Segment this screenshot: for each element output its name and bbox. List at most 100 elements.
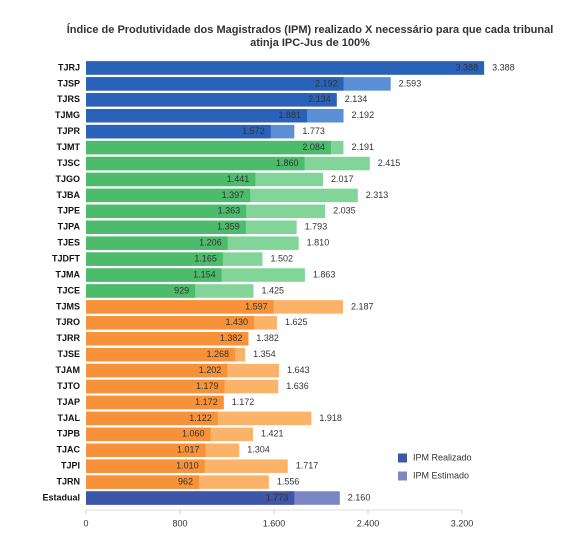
value-label: 1.179 <box>196 381 219 391</box>
y-tick-label: TJMT <box>57 142 81 152</box>
y-tick-label: TJAC <box>56 445 80 455</box>
value-label: 1.810 <box>307 238 330 248</box>
bar-realizado <box>86 427 211 442</box>
y-tick-label: TJRJ <box>58 62 80 72</box>
y-tick-label: TJRN <box>56 476 80 486</box>
value-label: 1.636 <box>286 381 309 391</box>
y-tick-label: TJCE <box>57 285 80 295</box>
value-label: 1.793 <box>305 222 328 232</box>
y-tick-label: Estadual <box>42 492 80 502</box>
y-tick-label: TJPI <box>61 461 80 471</box>
y-tick-label: TJAM <box>56 365 81 375</box>
y-tick-label: TJRR <box>56 333 80 343</box>
bar-realizado <box>86 188 251 203</box>
legend-swatch <box>398 453 407 463</box>
y-tick-label: TJES <box>57 238 80 248</box>
value-label: 2.160 <box>348 492 371 502</box>
value-label: 1.122 <box>189 413 212 423</box>
value-label: 2.134 <box>345 94 368 104</box>
y-tick-label: TJGO <box>55 174 80 184</box>
bar-realizado <box>86 284 196 298</box>
y-tick-label: TJMA <box>56 269 81 279</box>
bar-realizado <box>86 236 228 250</box>
bar-realizado <box>86 475 200 489</box>
value-label: 1.268 <box>206 349 229 359</box>
value-label: 1.597 <box>245 301 268 311</box>
legend-label: IPM Realizado <box>413 452 472 462</box>
bar-realizado <box>86 395 224 410</box>
value-label: 1.202 <box>199 365 222 375</box>
value-label: 1.430 <box>225 317 248 327</box>
x-tick-label: 800 <box>172 518 187 528</box>
value-label: 1.881 <box>278 110 301 120</box>
chart-title: Índice de Produtividade dos Magistrados … <box>66 24 554 49</box>
value-label: 2.191 <box>351 142 374 152</box>
value-label: 3.388 <box>492 62 515 72</box>
value-label: 929 <box>174 285 189 295</box>
y-tick-label: TJPE <box>57 206 80 216</box>
legend-swatch <box>398 471 407 481</box>
value-label: 2.415 <box>378 158 401 168</box>
bar-realizado <box>86 347 235 362</box>
bar-realizado <box>86 61 485 75</box>
bar-realizado <box>86 220 246 234</box>
bar-realizado <box>86 443 206 457</box>
bar-realizado <box>86 93 337 107</box>
bar-realizado <box>86 411 218 426</box>
y-tick-label: TJSE <box>57 349 80 359</box>
value-label: 1.625 <box>285 317 308 327</box>
bar-realizado <box>86 379 225 394</box>
value-label: 1.206 <box>199 238 222 248</box>
value-label: 1.382 <box>220 333 243 343</box>
bar-realizado <box>86 124 271 139</box>
value-label: 2.035 <box>333 206 356 216</box>
y-tick-label: TJRO <box>56 317 80 327</box>
x-tick-label: 3.200 <box>451 518 474 528</box>
value-label: 1.172 <box>232 397 255 407</box>
value-label: 1.421 <box>261 429 284 439</box>
value-label: 962 <box>178 476 193 486</box>
value-label: 1.572 <box>242 126 265 136</box>
y-tick-label: TJPA <box>58 222 81 232</box>
value-label: 1.017 <box>177 445 200 455</box>
value-label: 2.593 <box>399 78 422 88</box>
bar-realizado <box>86 140 331 155</box>
bar-realizado <box>86 77 344 91</box>
value-label: 1.425 <box>261 285 284 295</box>
y-tick-label: TJMS <box>56 301 80 311</box>
bar-realizado <box>86 204 247 219</box>
y-tick-label: TJAP <box>57 397 80 407</box>
value-label: 1.354 <box>253 349 276 359</box>
value-label: 1.060 <box>182 429 205 439</box>
value-label: 1.918 <box>319 413 342 423</box>
legend-label: IPM Estimado <box>413 470 469 480</box>
bar-realizado <box>86 300 274 314</box>
value-label: 1.860 <box>276 158 299 168</box>
value-label: 1.717 <box>296 461 319 471</box>
bar-realizado <box>86 363 228 378</box>
y-tick-label: TJBA <box>56 190 80 200</box>
bar-realizado <box>86 316 255 330</box>
bar-realizado <box>86 268 222 282</box>
bar-realizado <box>86 491 295 505</box>
bar-realizado <box>86 109 308 123</box>
value-label: 2.187 <box>351 301 374 311</box>
value-label: 1.773 <box>266 492 289 502</box>
y-tick-label: TJMG <box>55 110 80 120</box>
value-label: 2.017 <box>331 174 354 184</box>
value-label: 1.010 <box>176 461 199 471</box>
value-label: 1.502 <box>270 253 293 263</box>
value-label: 1.643 <box>287 365 310 375</box>
value-label: 1.773 <box>302 126 325 136</box>
bar-realizado <box>86 252 223 266</box>
value-label: 2.084 <box>302 142 325 152</box>
value-label: 2.134 <box>308 94 331 104</box>
value-label: 1.154 <box>193 269 216 279</box>
y-tick-label: TJSP <box>57 78 80 88</box>
bar-realizado <box>86 459 205 473</box>
y-tick-label: TJPB <box>57 429 81 439</box>
value-label: 2.192 <box>352 110 375 120</box>
value-label: 1.382 <box>256 333 279 343</box>
